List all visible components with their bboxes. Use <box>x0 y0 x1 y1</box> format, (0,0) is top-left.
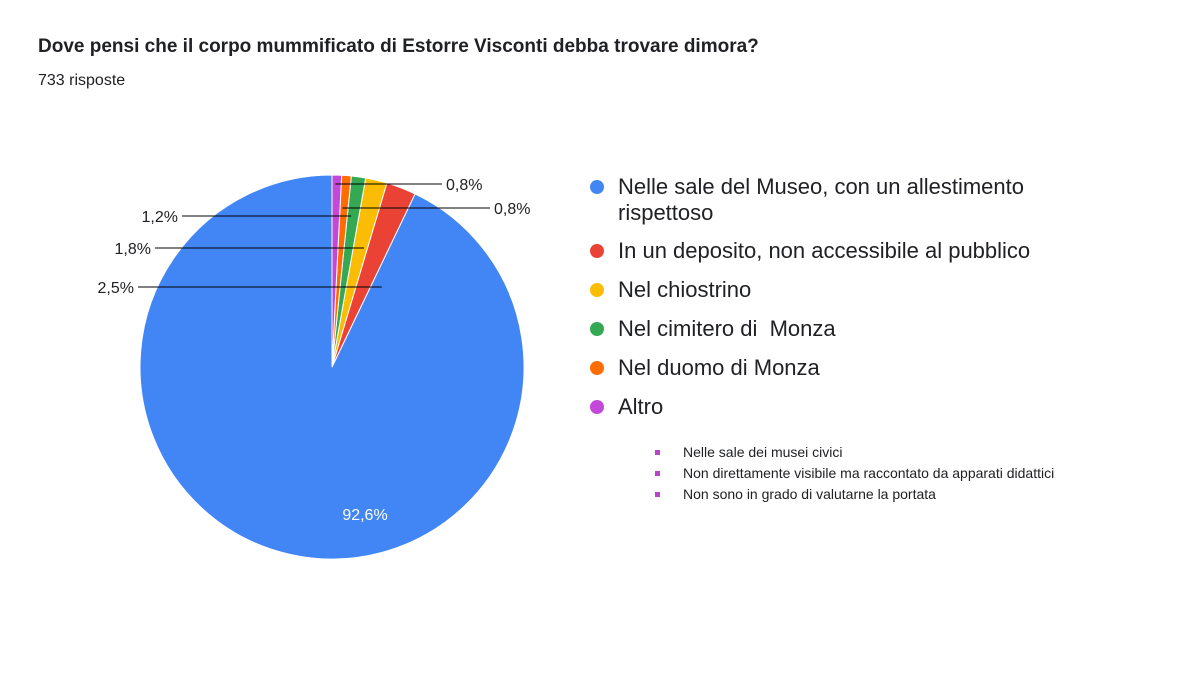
legend-dot-duomo <box>590 361 604 375</box>
legend-item-museo: Nelle sale del Museo, con un allestiment… <box>588 174 1188 226</box>
legend-item-cimitero: Nel cimitero di Monza <box>588 316 1188 342</box>
slice-label-cimitero: 1,2% <box>142 209 178 226</box>
other-breakdown-text: Non direttamente visibile ma raccontato … <box>683 465 1055 481</box>
legend-label-cimitero: Nel cimitero di Monza <box>618 316 836 341</box>
legend-label-museo: Nelle sale del Museo, con un allestiment… <box>618 174 1031 225</box>
other-breakdown-text: Non sono in grado di valutarne la portat… <box>683 486 936 502</box>
legend-item-altro: Altro <box>588 394 1188 420</box>
response-count: 733 risposte <box>38 72 126 89</box>
legend-dot-deposito <box>590 244 604 258</box>
other-breakdown-text: Nelle sale dei musei civici <box>683 444 843 460</box>
pie-slice-altro <box>331 174 343 368</box>
other-breakdown-list: Nelle sale dei musei civici Non direttame… <box>655 442 1054 505</box>
slice-label-deposito: 2,5% <box>98 280 134 297</box>
legend-item-duomo: Nel duomo di Monza <box>588 355 1188 381</box>
square-bullet-icon <box>655 492 660 497</box>
legend-dot-chiostrino <box>590 283 604 297</box>
legend-label-duomo: Nel duomo di Monza <box>618 355 820 380</box>
chart-title: Dove pensi che il corpo mummificato di E… <box>38 36 759 57</box>
legend-dot-cimitero <box>590 322 604 336</box>
other-breakdown-item: Non sono in grado di valutarne la portat… <box>655 484 1054 505</box>
slice-label-altro: 0,8% <box>446 177 482 194</box>
legend-dot-altro <box>590 400 604 414</box>
slice-label-chiostrino: 1,8% <box>115 241 151 258</box>
slice-label-museo: 92,6% <box>342 507 387 524</box>
other-breakdown-item: Nelle sale dei musei civici <box>655 442 1054 463</box>
legend-dot-museo <box>590 180 604 194</box>
other-breakdown-item: Non direttamente visibile ma raccontato … <box>655 463 1054 484</box>
legend-label-chiostrino: Nel chiostrino <box>618 277 752 302</box>
legend-label-altro: Altro <box>618 394 664 419</box>
legend-item-chiostrino: Nel chiostrino <box>588 277 1188 303</box>
legend: Nelle sale del Museo, con un allestiment… <box>588 174 1188 420</box>
square-bullet-icon <box>655 471 660 476</box>
square-bullet-icon <box>655 450 660 455</box>
slice-label-duomo: 0,8% <box>494 201 530 218</box>
legend-label-deposito: In un deposito, non accessibile al pubbl… <box>618 238 1031 263</box>
legend-item-deposito: In un deposito, non accessibile al pubbl… <box>588 238 1188 264</box>
